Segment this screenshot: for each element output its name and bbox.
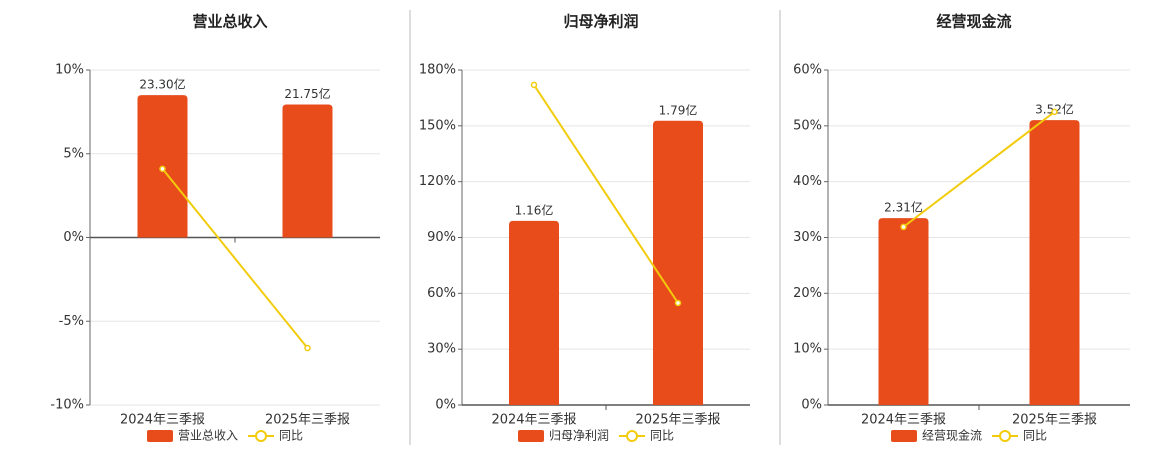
- value-label: 2.31亿: [884, 200, 923, 215]
- line-point: [304, 344, 311, 352]
- legend-label: 同比: [1023, 429, 1047, 443]
- y-tick-label: 60%: [793, 63, 822, 78]
- chart-title: 归母净利润: [563, 13, 638, 31]
- x-tick-label: 2024年三季报: [120, 413, 205, 428]
- y-tick-label: 50%: [793, 118, 822, 133]
- legend-swatch: [147, 430, 173, 442]
- bar: [509, 220, 559, 405]
- line: [533, 84, 679, 304]
- line: [161, 168, 309, 349]
- y-tick-label: 10%: [55, 63, 84, 78]
- legend-swatch: [891, 430, 917, 442]
- legend-marker: [255, 430, 267, 442]
- legend-label: 同比: [279, 429, 303, 443]
- legend-label: 归母净利润: [549, 429, 609, 443]
- y-tick-label: -10%: [50, 398, 84, 413]
- y-tick-label: 0%: [801, 398, 822, 413]
- value-label: 23.30亿: [139, 77, 185, 92]
- legend-label: 营业总收入: [178, 429, 238, 443]
- line-point: [159, 165, 166, 173]
- bar: [878, 218, 929, 405]
- legend-swatch: [518, 430, 544, 442]
- x-tick-label: 2025年三季报: [265, 413, 350, 428]
- value-label: 21.75亿: [284, 86, 330, 101]
- y-tick-label: 5%: [63, 146, 84, 161]
- chart-title: 营业总收入: [192, 13, 267, 31]
- y-tick-label: 20%: [793, 286, 822, 301]
- value-label: 1.79亿: [659, 102, 698, 117]
- legend-label: 经营现金流: [922, 428, 982, 443]
- x-tick-label: 2025年三季报: [635, 413, 720, 428]
- y-tick-label: 0%: [63, 230, 84, 245]
- legend-marker: [626, 430, 638, 442]
- y-tick-label: 150%: [419, 118, 456, 133]
- y-tick-label: 40%: [793, 174, 822, 189]
- line-point: [1051, 108, 1058, 116]
- y-tick-label: 30%: [793, 230, 822, 245]
- line-point: [900, 223, 907, 231]
- y-tick-label: 60%: [427, 286, 456, 301]
- y-tick-label: 90%: [427, 230, 456, 245]
- x-tick-label: 2024年三季报: [861, 413, 946, 428]
- bar: [653, 120, 703, 405]
- chart-title: 经营现金流: [936, 13, 1011, 31]
- x-tick-label: 2024年三季报: [491, 413, 576, 428]
- y-tick-label: 10%: [793, 342, 822, 357]
- y-tick-label: 30%: [427, 342, 456, 357]
- x-tick-label: 2025年三季报: [1012, 413, 1097, 428]
- line: [902, 111, 1056, 228]
- line-point: [530, 81, 538, 89]
- y-tick-label: 120%: [419, 174, 456, 189]
- y-tick-label: -5%: [59, 314, 84, 329]
- line-point: [674, 299, 682, 307]
- bar: [1029, 120, 1080, 406]
- y-tick-label: 0%: [435, 398, 456, 413]
- bar: [282, 104, 333, 238]
- legend-label: 同比: [650, 429, 674, 443]
- value-label: 1.16亿: [515, 202, 554, 217]
- legend-marker: [999, 430, 1011, 442]
- y-tick-label: 180%: [419, 63, 456, 78]
